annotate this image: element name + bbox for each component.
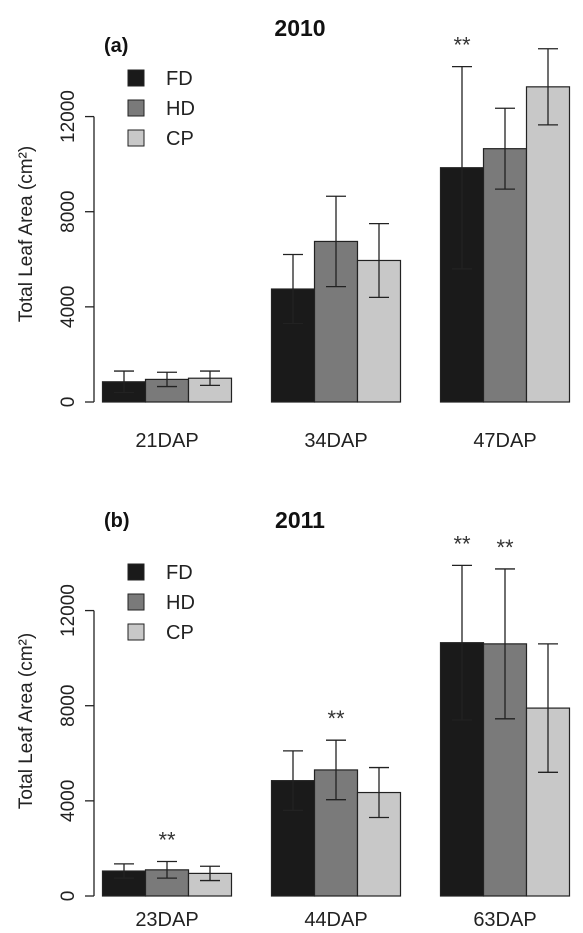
legend-swatch-cp bbox=[127, 129, 145, 147]
panel-b: (b) 2011 0 4000 8000 12000 Total Leaf Area (cm… bbox=[16, 507, 571, 931]
y-tick-label: 4000 bbox=[58, 780, 79, 822]
legend-swatch-cp bbox=[127, 623, 145, 641]
panel-title: 2010 bbox=[274, 15, 325, 41]
category-label: 34DAP bbox=[304, 430, 367, 452]
y-tick-label: 0 bbox=[58, 397, 79, 408]
legend-label-cp: CP bbox=[166, 622, 194, 644]
y-tick-label: 4000 bbox=[58, 286, 79, 328]
panel-letter: (b) bbox=[104, 510, 130, 532]
y-tick-label: 12000 bbox=[58, 584, 79, 637]
panel-letter: (a) bbox=[104, 35, 128, 57]
category-label: 23DAP bbox=[135, 909, 198, 931]
significance-marker: ** bbox=[327, 706, 345, 731]
significance-marker: ** bbox=[453, 33, 471, 58]
legend-swatch-fd bbox=[127, 563, 145, 581]
y-tick-label: 0 bbox=[58, 891, 79, 902]
bar-cp-47dap bbox=[525, 86, 571, 403]
category-label: 63DAP bbox=[473, 909, 536, 931]
category-label: 44DAP bbox=[304, 909, 367, 931]
significance-marker: ** bbox=[158, 828, 176, 853]
legend-label-hd: HD bbox=[166, 592, 195, 614]
legend-label-fd: FD bbox=[166, 562, 193, 584]
bar-cp-63dap bbox=[525, 707, 571, 897]
legend-swatch-hd bbox=[127, 99, 145, 117]
legend-label-fd: FD bbox=[166, 68, 193, 90]
y-tick-label: 8000 bbox=[58, 685, 79, 727]
y-axis-title: Total Leaf Area (cm²) bbox=[16, 146, 37, 322]
y-axis-title: Total Leaf Area (cm²) bbox=[16, 633, 37, 809]
legend-label-cp: CP bbox=[166, 128, 194, 150]
y-tick-label: 8000 bbox=[58, 191, 79, 233]
y-tick-label: 12000 bbox=[58, 90, 79, 143]
significance-marker: ** bbox=[453, 531, 471, 556]
panel-title: 2011 bbox=[275, 507, 325, 533]
legend-swatch-hd bbox=[127, 593, 145, 611]
legend-swatch-fd bbox=[127, 69, 145, 87]
category-label: 47DAP bbox=[473, 430, 536, 452]
category-label: 21DAP bbox=[135, 430, 198, 452]
legend-label-hd: HD bbox=[166, 98, 195, 120]
significance-marker: ** bbox=[496, 535, 514, 560]
bar-hd-47dap bbox=[482, 148, 528, 403]
panel-a: (a) 2010 0 4000 8000 12000 Total Leaf Area (cm… bbox=[16, 15, 571, 452]
